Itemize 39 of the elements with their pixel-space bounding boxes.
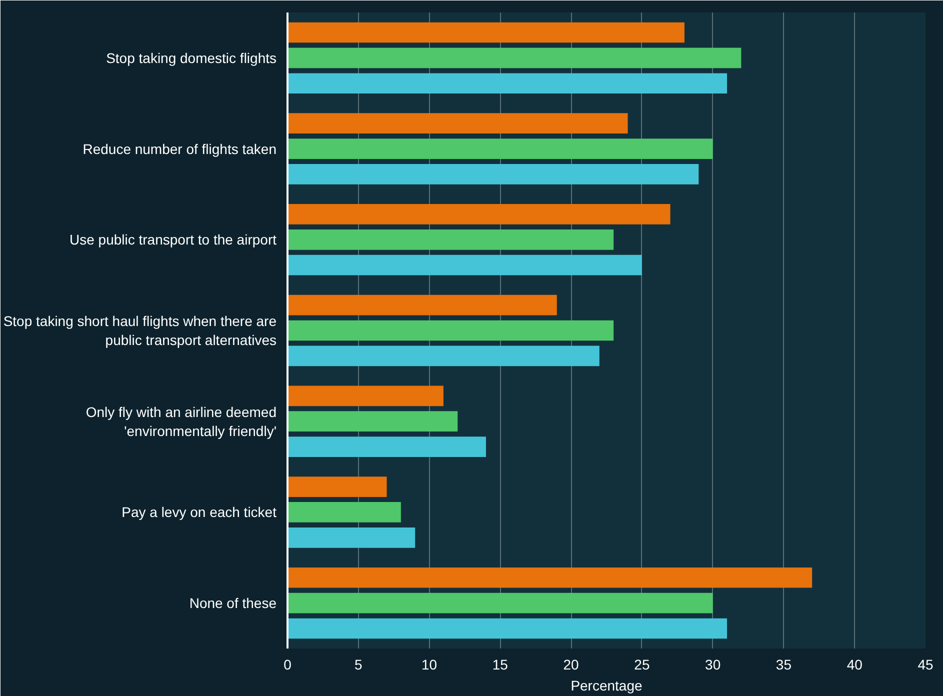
x-tick-label: 0 [284,656,292,672]
x-tick-label: 45 [918,656,934,672]
x-tick-label: 30 [705,656,721,672]
bar [288,436,486,457]
bar [288,164,699,184]
bar [288,618,728,639]
x-tick-label: 40 [846,656,863,672]
y-tick-label: None of these [189,595,277,612]
x-axis-title: Percentage [570,678,643,694]
y-tick-label: Reduce number of flights taken [82,140,277,157]
x-tick-label: 20 [563,656,580,672]
bar [288,386,444,406]
x-tick-label: 5 [354,656,362,672]
bar [288,411,458,432]
bar [288,294,557,316]
bar [288,346,600,366]
y-tick-label: Use public transport to the airport [70,232,277,248]
x-tick-label: 15 [492,656,508,672]
bar [288,567,812,588]
y-tick-label: Stop taking domestic flights [106,50,276,66]
x-tick-label: 35 [776,656,792,672]
bar [288,113,628,134]
y-tick-label: Pay a levy on each ticket [122,504,277,520]
bar [288,48,742,68]
bar [288,138,713,159]
y-tick-label: Only fly with an airline deemed 'environmentally friendly' [86,404,277,439]
x-tick-label: 25 [634,656,650,672]
bar [288,73,728,94]
x-tick-label: 10 [421,656,438,672]
bar [288,22,684,43]
bar [288,229,614,250]
bar [288,204,670,224]
bar [288,527,416,548]
y-tick-label: Stop taking short haul flights when there are public transport alternatives [3,312,277,348]
bar [288,254,642,276]
bar [288,320,614,341]
bar [288,592,713,614]
bar [288,502,401,522]
bar [288,476,387,497]
